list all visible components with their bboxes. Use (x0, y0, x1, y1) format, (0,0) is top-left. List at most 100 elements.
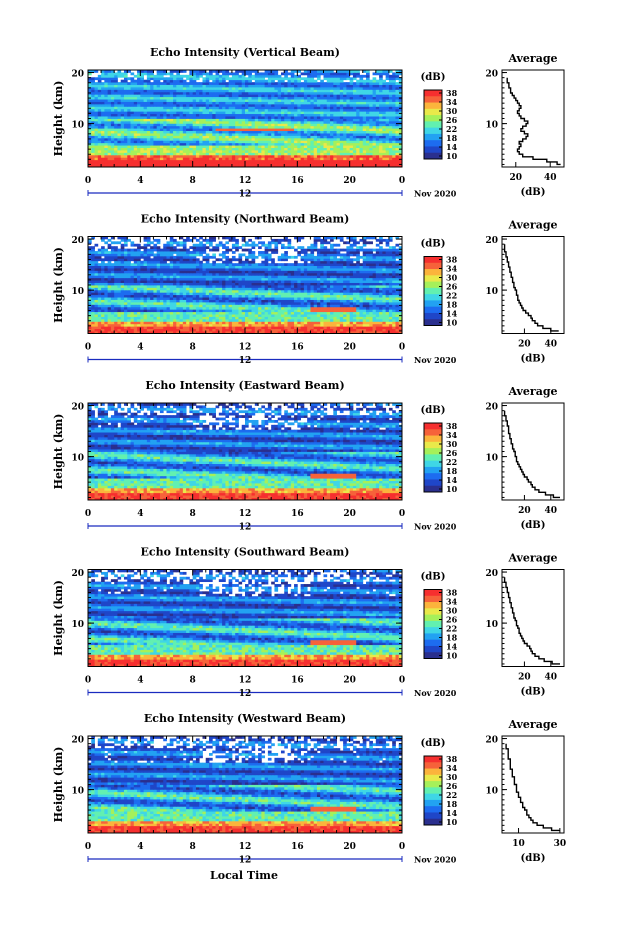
heatmap-cell (202, 97, 206, 100)
heatmap-cell (274, 309, 278, 312)
heatmap-cell (124, 140, 128, 143)
heatmap-cell (101, 162, 105, 165)
heatmap-cell (350, 82, 354, 85)
heatmap-cell (245, 152, 249, 155)
heatmap-cell (373, 114, 377, 117)
heatmap-cell (160, 106, 164, 109)
heatmap-cell (278, 133, 282, 136)
heatmap-cell (225, 102, 229, 105)
heatmap-cell (320, 89, 324, 92)
heatmap-cell (330, 94, 334, 97)
heatmap-cell (202, 82, 206, 85)
heatmap-cell (193, 314, 197, 317)
heatmap-cell (176, 123, 180, 126)
heatmap-cell (324, 119, 328, 122)
heatmap-cell (307, 126, 311, 129)
heatmap-cell (186, 99, 190, 102)
heatmap-cell (258, 329, 262, 332)
heatmap-cell (350, 307, 354, 310)
heatmap-cell (98, 307, 102, 310)
heatmap-cell (104, 72, 108, 75)
heatmap-cell (317, 143, 321, 146)
heatmap-cell (291, 72, 295, 75)
heatmap-cell (242, 155, 246, 158)
heatmap-cell (222, 321, 226, 324)
heatmap-cell (245, 135, 249, 138)
heatmap-cell (389, 138, 393, 141)
heatmap-cell (324, 128, 328, 131)
heatmap-cell (274, 138, 278, 141)
heatmap-cell (350, 135, 354, 138)
heatmap-cell (202, 152, 206, 155)
heatmap-cell (373, 309, 377, 312)
heatmap-cell (176, 150, 180, 153)
heatmap-cell (310, 128, 314, 131)
heatmap-cell (278, 140, 282, 143)
heatmap-cell (229, 309, 233, 312)
heatmap-cell (261, 72, 265, 75)
heatmap-cell (324, 89, 328, 92)
heatmap-cell (114, 162, 118, 165)
heatmap-cell (91, 128, 95, 131)
heatmap-cell (271, 77, 275, 80)
heatmap-cell (297, 314, 301, 317)
heatmap-cell (248, 140, 252, 143)
heatmap-cell (333, 326, 337, 329)
heatmap-cell (392, 319, 396, 322)
heatmap-cell (261, 143, 265, 146)
heatmap-cell (307, 106, 311, 109)
heatmap-cell (248, 307, 252, 310)
heatmap-cell (202, 317, 206, 320)
heatmap-cell (212, 150, 216, 153)
heatmap-cell (284, 123, 288, 126)
heatmap-cell (91, 111, 95, 114)
heatmap-cell (294, 119, 298, 122)
heatmap-cell (284, 150, 288, 153)
heatmap-cell (284, 312, 288, 315)
heatmap-cell (127, 317, 131, 320)
heatmap-cell (117, 148, 121, 151)
heatmap-cell (196, 72, 200, 75)
heatmap-cell (150, 109, 154, 112)
heatmap-cell (395, 314, 399, 317)
heatmap-cell (150, 314, 154, 317)
heatmap-cell (265, 123, 269, 126)
heatmap-cell (252, 143, 256, 146)
heatmap-cell (337, 116, 341, 119)
heatmap-cell (238, 102, 242, 105)
heatmap-cell (346, 312, 350, 315)
heatmap-cell (147, 99, 151, 102)
heatmap-cell (124, 92, 128, 95)
heatmap-cell (258, 152, 262, 155)
heatmap-cell (343, 157, 347, 160)
heatmap-cell (176, 138, 180, 141)
heatmap-cell (310, 77, 314, 80)
heatmap-cell (131, 92, 135, 95)
heatmap-cell (392, 133, 396, 136)
heatmap-cell (261, 314, 265, 317)
heatmap-cell (297, 114, 301, 117)
heatmap-cell (382, 111, 386, 114)
heatmap-cell (121, 140, 125, 143)
heatmap-cell (297, 99, 301, 102)
heatmap-cell (147, 85, 151, 88)
heatmap-cell (144, 92, 148, 95)
heatmap-cell (366, 135, 370, 138)
heatmap-cell (104, 119, 108, 122)
heatmap-cell (229, 317, 233, 320)
heatmap-cell (278, 89, 282, 92)
heatmap-cell (131, 104, 135, 107)
heatmap-cell (202, 131, 206, 134)
heatmap-cell (137, 312, 141, 315)
heatmap-cell (180, 111, 184, 114)
heatmap-cell (252, 133, 256, 136)
heatmap-cell (320, 307, 324, 310)
heatmap-cell (395, 138, 399, 141)
heatmap-cell (363, 160, 367, 163)
heatmap-cell (274, 319, 278, 322)
heatmap-cell (101, 148, 105, 151)
heatmap-cell (202, 123, 206, 126)
heatmap-cell (255, 111, 259, 114)
heatmap-cell (252, 131, 256, 134)
heatmap-cell (363, 92, 367, 95)
